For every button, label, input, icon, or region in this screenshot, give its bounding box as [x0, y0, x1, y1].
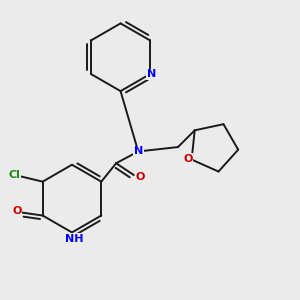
Text: N: N [134, 146, 143, 157]
Text: N: N [147, 69, 156, 79]
Text: O: O [12, 206, 21, 216]
Text: NH: NH [65, 234, 83, 244]
Text: O: O [136, 172, 145, 182]
Text: O: O [183, 154, 193, 164]
Text: Cl: Cl [9, 170, 21, 180]
